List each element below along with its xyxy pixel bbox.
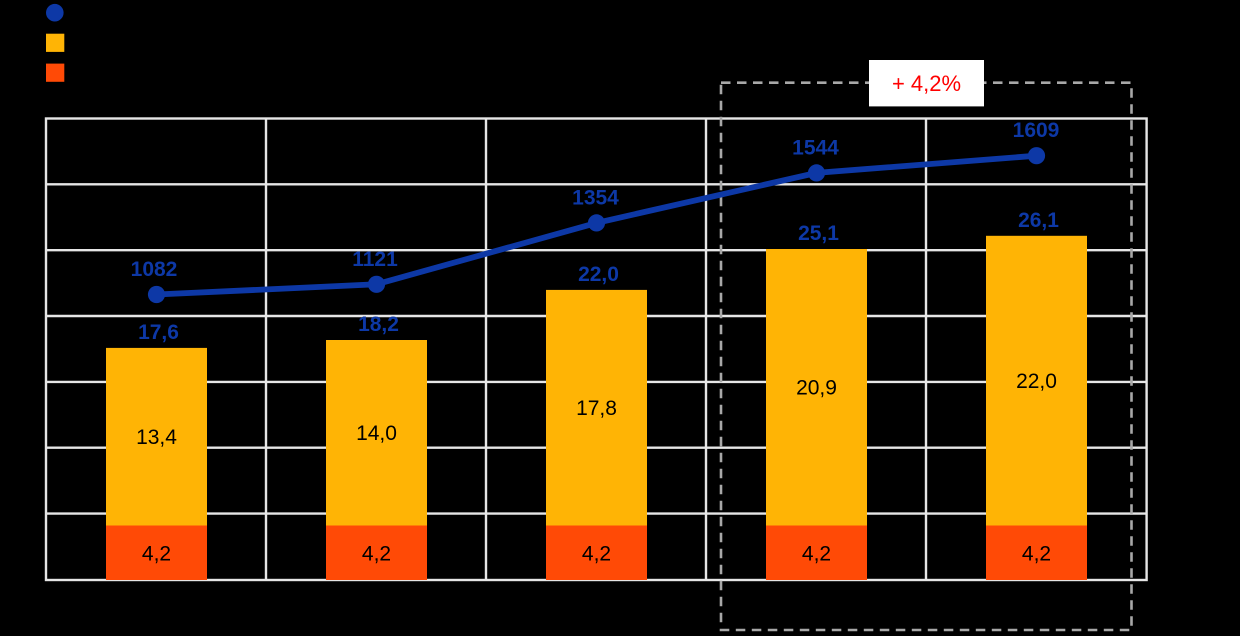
svg-text:1082: 1082	[131, 258, 178, 281]
svg-text:18,2: 18,2	[358, 313, 399, 336]
svg-text:26,1: 26,1	[1018, 209, 1059, 232]
svg-text:4,2: 4,2	[582, 543, 611, 566]
svg-text:4,2: 4,2	[362, 543, 391, 566]
svg-text:1354: 1354	[572, 186, 619, 209]
svg-text:22,0: 22,0	[1016, 370, 1057, 393]
svg-text:20,9: 20,9	[796, 377, 837, 400]
svg-text:1544: 1544	[792, 136, 839, 159]
svg-text:+ 4,2%: + 4,2%	[892, 71, 961, 96]
svg-text:4,2: 4,2	[142, 543, 171, 566]
svg-text:4,2: 4,2	[1022, 543, 1051, 566]
svg-text:13,4: 13,4	[136, 426, 177, 449]
svg-text:1609: 1609	[1013, 119, 1060, 142]
svg-text:14,0: 14,0	[356, 422, 397, 445]
svg-text:17,8: 17,8	[576, 397, 617, 420]
svg-text:25,1: 25,1	[798, 222, 839, 245]
svg-text:4,2: 4,2	[802, 543, 831, 566]
svg-text:22,0: 22,0	[578, 263, 619, 286]
svg-text:1121: 1121	[352, 248, 398, 271]
svg-text:17,6: 17,6	[138, 321, 179, 344]
